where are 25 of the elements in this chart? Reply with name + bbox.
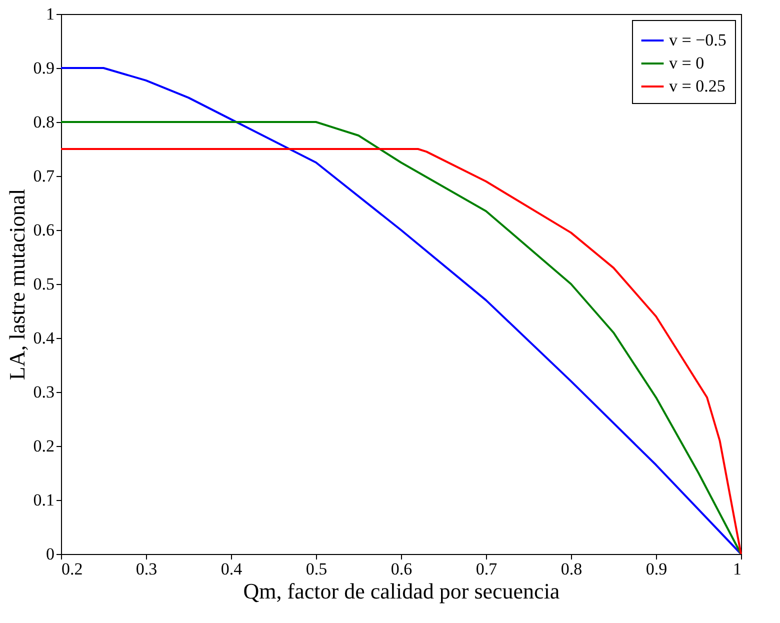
x-tick-label: 0.5 <box>306 560 328 578</box>
x-tick-label: 0.6 <box>390 560 412 578</box>
y-tick-label: 0.1 <box>33 490 54 510</box>
y-tick-label: 0.6 <box>33 220 54 240</box>
legend-label: v = 0 <box>669 54 704 72</box>
legend-label: v = 0.25 <box>669 76 726 96</box>
x-tick-label: 0.4 <box>220 560 243 578</box>
x-axis-title: Qm, factor de calidad por secuencia <box>243 578 560 604</box>
x-tick-label: 0.8 <box>560 560 582 578</box>
y-tick-label: 0.3 <box>33 382 54 402</box>
x-tick-label: 0.3 <box>136 560 158 578</box>
y-axis-title: LA, lastre mutacional <box>4 188 30 380</box>
y-tick-label: 1 <box>46 4 54 24</box>
x-tick-label: 0.2 <box>62 560 83 578</box>
y-tick-label: 0.4 <box>33 328 55 348</box>
y-tick-label: 0.8 <box>33 112 54 132</box>
legend-label: v = −0.5 <box>669 30 726 50</box>
x-tick-label: 0.9 <box>646 560 668 578</box>
y-tick-label: 0.7 <box>33 166 55 186</box>
y-tick-label: 0.2 <box>33 436 54 456</box>
x-tick-label: 1 <box>733 560 742 578</box>
x-tick-label: 0.7 <box>476 560 498 578</box>
y-tick-label: 0 <box>46 544 54 564</box>
y-tick-label: 0.5 <box>33 274 54 294</box>
y-tick-label: 0.9 <box>33 58 54 78</box>
